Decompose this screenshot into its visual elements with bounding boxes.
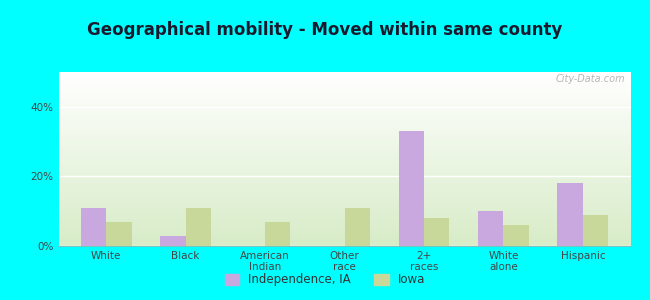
Bar	[106, 222, 131, 246]
Bar	[186, 208, 211, 246]
Text: City-Data.com: City-Data.com	[555, 74, 625, 84]
Bar	[160, 236, 186, 246]
Bar	[344, 208, 370, 246]
Bar	[81, 208, 106, 246]
Bar	[398, 131, 424, 246]
Bar	[478, 211, 503, 246]
Bar	[265, 222, 291, 246]
Bar	[424, 218, 449, 246]
Text: Geographical mobility - Moved within same county: Geographical mobility - Moved within sam…	[87, 21, 563, 39]
Bar	[503, 225, 529, 246]
Bar	[558, 183, 583, 246]
Legend: Independence, IA, Iowa: Independence, IA, Iowa	[220, 269, 430, 291]
Bar	[583, 215, 608, 246]
